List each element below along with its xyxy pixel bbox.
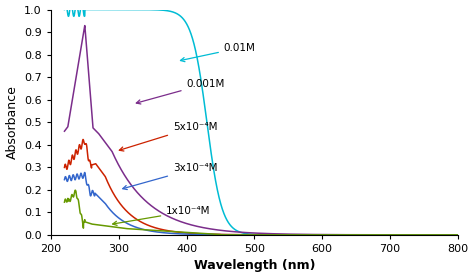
Text: 0.01M: 0.01M	[181, 43, 256, 62]
Text: 1x10⁻⁴M: 1x10⁻⁴M	[113, 206, 211, 225]
Text: 5x10⁻⁴M: 5x10⁻⁴M	[119, 122, 218, 151]
Y-axis label: Absorbance: Absorbance	[6, 85, 18, 159]
X-axis label: Wavelength (nm): Wavelength (nm)	[194, 259, 315, 272]
Text: 0.001M: 0.001M	[137, 79, 225, 104]
Text: 3x10⁻⁴M: 3x10⁻⁴M	[123, 163, 218, 190]
